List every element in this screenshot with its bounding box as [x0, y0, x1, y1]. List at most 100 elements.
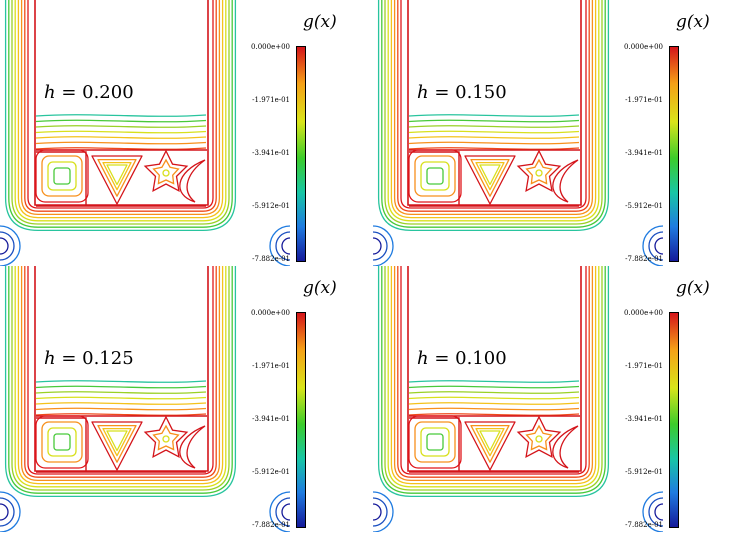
contour-panel: h = 0.150 g(x) 0.000e+00 -1.971e-01 -3.941e-… [373, 0, 746, 266]
colorbar-title: g(x) [676, 12, 710, 32]
contour-line [8, 266, 233, 494]
corner-contour [0, 231, 15, 261]
colorbar-tick-label: 0.000e+00 [624, 309, 663, 317]
contour-line [408, 136, 580, 139]
contour-line [14, 266, 227, 488]
contour-line [393, 0, 594, 216]
colorbar [669, 312, 679, 528]
colorbar-tick-label: -7.882e-01 [252, 521, 290, 529]
triangle-contour [475, 427, 505, 457]
triangle-contour [470, 424, 510, 463]
contour-panel: h = 0.200 g(x) 0.000e+00 -1.971e-01 -3.941e-… [0, 0, 373, 266]
mesh-size-value: 0.150 [455, 82, 507, 103]
colorbar-tick-label: -1.971e-01 [625, 96, 663, 104]
contour-line [35, 147, 207, 150]
cell-frame [36, 417, 206, 473]
contour-line [20, 0, 221, 216]
star-contour [516, 415, 562, 458]
corner-contour [275, 231, 290, 261]
triangle-contour [91, 421, 143, 471]
corner-contour [373, 503, 382, 521]
star-center-contour [535, 435, 543, 443]
triangle-contour [464, 155, 516, 205]
mesh-size-prefix: h = [417, 348, 456, 369]
crescent-contour [179, 159, 206, 203]
contour-line [20, 266, 221, 482]
colorbar [296, 312, 306, 528]
contour-line [4, 0, 237, 232]
colorbar-title: g(x) [303, 12, 337, 32]
contour-line [408, 407, 580, 411]
cell-frame [36, 151, 206, 207]
contour-line [408, 130, 580, 134]
corner-contour [373, 231, 388, 261]
colorbar-tick-label: 0.000e+00 [251, 43, 290, 51]
square-contour [426, 167, 444, 185]
contour-line [24, 266, 217, 478]
star-contour [516, 149, 562, 192]
contour-line [35, 385, 207, 389]
colorbar-tick-label: -5.912e-01 [625, 202, 663, 210]
square-contour [414, 421, 456, 463]
contour-line [35, 114, 207, 117]
square-contour [35, 415, 89, 469]
colorbar-tick-label: 0.000e+00 [251, 309, 290, 317]
corner-contour [0, 237, 9, 255]
contour-plot [373, 266, 663, 532]
contour-line [381, 266, 606, 494]
colorbar-title: g(x) [676, 278, 710, 298]
colorbar-tick-label: -5.912e-01 [625, 468, 663, 476]
contour-line [387, 266, 600, 488]
star-center-contour [535, 169, 543, 177]
colorbar-tick-label: -5.912e-01 [252, 202, 290, 210]
colorbar-tick-label: -3.941e-01 [252, 149, 290, 157]
colorbar-tick-label: -3.941e-01 [625, 415, 663, 423]
contour-line [35, 413, 207, 416]
colorbar-tick-label: -1.971e-01 [252, 362, 290, 370]
contour-line [408, 147, 580, 150]
crescent-contour [179, 425, 206, 469]
corner-contour [269, 225, 290, 266]
corner-contour [0, 225, 21, 266]
contour-line [35, 407, 207, 411]
colorbar [669, 46, 679, 262]
colorbar-tick-label: -1.971e-01 [625, 362, 663, 370]
contour-line [408, 413, 580, 416]
cell-frame [409, 417, 579, 473]
contour-line [35, 396, 207, 400]
contour-line [35, 130, 207, 134]
mesh-size-label: h = 0.125 [44, 348, 134, 369]
corner-contour [0, 491, 21, 532]
star-contour [152, 158, 180, 185]
contour-line [17, 266, 224, 485]
contour-line [400, 266, 587, 475]
mesh-size-label: h = 0.200 [44, 82, 134, 103]
corner-contour [373, 237, 382, 255]
square-contour [420, 427, 450, 457]
colorbar-tick-label: -7.882e-01 [625, 521, 663, 529]
mesh-size-value: 0.125 [82, 348, 134, 369]
triangle-contour [97, 158, 137, 197]
contour-line [35, 119, 207, 123]
colorbar-tick-label: -7.882e-01 [625, 255, 663, 263]
contour-line [35, 402, 207, 405]
contour-line [393, 266, 594, 482]
contour-line [35, 136, 207, 139]
contour-line [408, 391, 580, 394]
contour-line [408, 380, 580, 383]
contour-line [408, 125, 580, 128]
corner-contour [642, 225, 663, 266]
mesh-size-value: 0.200 [82, 82, 134, 103]
contour-line [17, 0, 224, 219]
contour-line [390, 266, 597, 485]
square-contour [414, 155, 456, 197]
contour-line [397, 266, 590, 478]
contour-line [408, 385, 580, 389]
contour-line [387, 0, 600, 222]
contour-line [397, 0, 590, 212]
contour-panel: h = 0.100 g(x) 0.000e+00 -1.971e-01 -3.941e-… [373, 266, 746, 532]
corner-contour [373, 497, 388, 527]
corner-contour [373, 491, 394, 532]
colorbar-tick-label: 0.000e+00 [624, 43, 663, 51]
star-contour [152, 424, 180, 451]
